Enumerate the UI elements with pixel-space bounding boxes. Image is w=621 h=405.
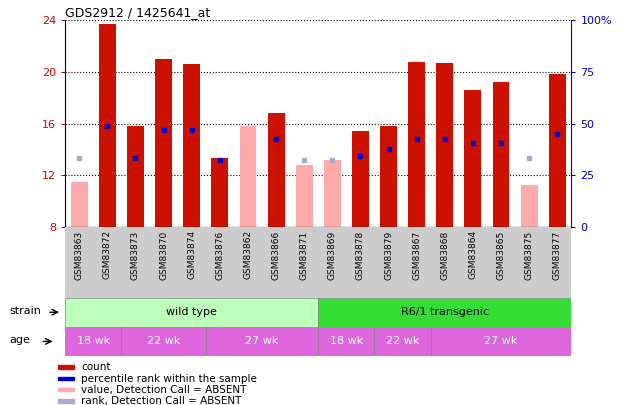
Text: 27 wk: 27 wk — [484, 337, 518, 346]
Bar — [58, 365, 73, 369]
Bar — [183, 64, 200, 227]
Text: rank, Detection Call = ABSENT: rank, Detection Call = ABSENT — [81, 396, 242, 405]
Bar — [211, 158, 229, 227]
Text: 22 wk: 22 wk — [386, 337, 419, 346]
Text: value, Detection Call = ABSENT: value, Detection Call = ABSENT — [81, 385, 247, 395]
Text: 18 wk: 18 wk — [330, 337, 363, 346]
Bar — [319, 327, 374, 356]
Bar — [465, 90, 481, 227]
Text: wild type: wild type — [166, 307, 217, 317]
Bar — [408, 62, 425, 227]
Text: GSM83870: GSM83870 — [159, 230, 168, 279]
Bar — [206, 327, 319, 356]
Text: GSM83876: GSM83876 — [215, 230, 224, 279]
Text: GSM83873: GSM83873 — [131, 230, 140, 279]
Bar — [65, 327, 122, 356]
Bar — [127, 126, 144, 227]
Text: GSM83864: GSM83864 — [468, 230, 478, 279]
Text: GSM83865: GSM83865 — [497, 230, 505, 279]
Bar — [65, 298, 319, 327]
Bar — [58, 388, 73, 391]
Text: age: age — [10, 335, 30, 345]
Text: GSM83862: GSM83862 — [243, 230, 253, 279]
Text: 27 wk: 27 wk — [245, 337, 279, 346]
Text: count: count — [81, 362, 111, 372]
Text: GSM83874: GSM83874 — [188, 230, 196, 279]
Text: strain: strain — [10, 306, 42, 316]
Text: GSM83871: GSM83871 — [300, 230, 309, 279]
Bar — [240, 126, 256, 227]
Bar — [437, 63, 453, 227]
Bar — [374, 327, 431, 356]
Bar — [58, 377, 73, 380]
Text: GSM83875: GSM83875 — [525, 230, 533, 279]
Text: R6/1 transgenic: R6/1 transgenic — [401, 307, 489, 317]
Bar — [155, 59, 172, 227]
Text: 22 wk: 22 wk — [147, 337, 180, 346]
Text: GSM83872: GSM83872 — [103, 230, 112, 279]
Bar — [431, 327, 571, 356]
Bar — [352, 131, 369, 227]
Bar — [521, 185, 538, 227]
Bar — [549, 75, 566, 227]
Text: GSM83868: GSM83868 — [440, 230, 449, 279]
Bar — [319, 298, 571, 327]
Bar — [380, 126, 397, 227]
Bar — [122, 327, 206, 356]
Text: GSM83867: GSM83867 — [412, 230, 421, 279]
Text: GSM83878: GSM83878 — [356, 230, 365, 279]
Bar — [268, 113, 284, 227]
Bar — [492, 82, 509, 227]
Text: GDS2912 / 1425641_at: GDS2912 / 1425641_at — [65, 6, 211, 19]
Bar — [296, 165, 312, 227]
Bar — [99, 24, 116, 227]
Bar — [324, 160, 341, 227]
Text: percentile rank within the sample: percentile rank within the sample — [81, 373, 257, 384]
Text: 18 wk: 18 wk — [77, 337, 110, 346]
Text: GSM83879: GSM83879 — [384, 230, 393, 279]
Bar — [58, 399, 73, 403]
Bar — [71, 181, 88, 227]
Text: GSM83866: GSM83866 — [271, 230, 281, 279]
Text: GSM83863: GSM83863 — [75, 230, 84, 279]
Text: GSM83877: GSM83877 — [553, 230, 562, 279]
Text: GSM83869: GSM83869 — [328, 230, 337, 279]
